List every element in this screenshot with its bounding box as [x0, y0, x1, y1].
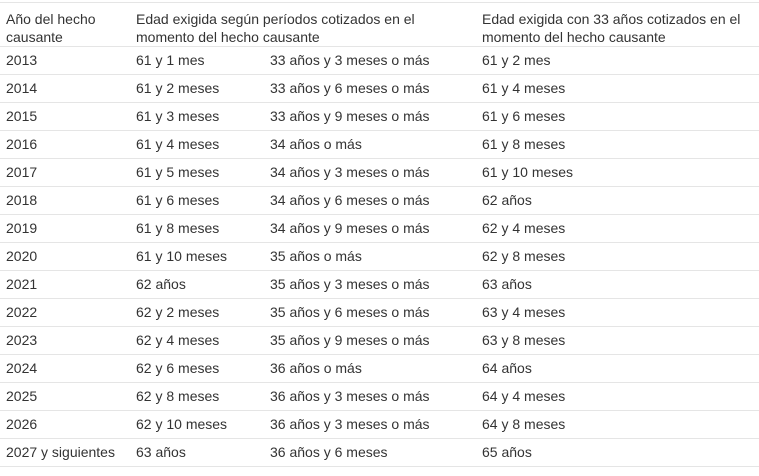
- cell-year: 2021: [0, 270, 130, 299]
- cell-age-33-years: 64 y 8 meses: [476, 410, 759, 439]
- cell-age-33-years: 61 y 6 meses: [476, 102, 759, 131]
- cell-age-33-years: 61 y 4 meses: [476, 74, 759, 103]
- cell-required-age: 63 años: [130, 438, 264, 467]
- cell-contribution-period: 34 años y 9 meses o más: [264, 214, 476, 243]
- cell-age-33-years: 63 años: [476, 270, 759, 299]
- cell-contribution-period: 36 años y 6 meses: [264, 438, 476, 467]
- cell-required-age: 62 y 4 meses: [130, 326, 264, 355]
- cell-age-33-years: 63 y 4 meses: [476, 298, 759, 327]
- cell-contribution-period: 35 años o más: [264, 242, 476, 271]
- cell-required-age: 61 y 3 meses: [130, 102, 264, 131]
- header-row: Año del hecho causante Edad exigida segú…: [0, 2, 759, 47]
- table-row: 2013 61 y 1 mes 33 años y 3 meses o más 61 …: [0, 46, 759, 75]
- cell-age-33-years: 64 y 4 meses: [476, 382, 759, 411]
- table-row: 2021 62 años 35 años y 3 meses o más 63 año…: [0, 270, 759, 299]
- cell-required-age: 61 y 1 mes: [130, 46, 264, 75]
- header-required-age-by-periods: Edad exigida según períodos cotizados en…: [130, 2, 476, 47]
- cell-age-33-years: 61 y 2 mes: [476, 46, 759, 75]
- cell-year: 2022: [0, 298, 130, 327]
- cell-year: 2023: [0, 326, 130, 355]
- table-row: 2014 61 y 2 meses 33 años y 6 meses o más 6…: [0, 74, 759, 103]
- cell-year: 2019: [0, 214, 130, 243]
- cell-required-age: 61 y 5 meses: [130, 158, 264, 187]
- table-row: 2024 62 y 6 meses 36 años o más 64 años: [0, 354, 759, 383]
- cell-contribution-period: 34 años y 6 meses o más: [264, 186, 476, 215]
- cell-age-33-years: 62 y 4 meses: [476, 214, 759, 243]
- cell-contribution-period: 34 años o más: [264, 130, 476, 159]
- cell-year: 2013: [0, 46, 130, 75]
- cell-contribution-period: 35 años y 9 meses o más: [264, 326, 476, 355]
- cell-age-33-years: 64 años: [476, 354, 759, 383]
- cell-age-33-years: 61 y 10 meses: [476, 158, 759, 187]
- table-row: 2016 61 y 4 meses 34 años o más 61 y 8 mese…: [0, 130, 759, 159]
- cell-year: 2027 y siguientes: [0, 438, 130, 467]
- cell-required-age: 62 y 10 meses: [130, 410, 264, 439]
- table-row: 2018 61 y 6 meses 34 años y 6 meses o más 6…: [0, 186, 759, 215]
- cell-year: 2020: [0, 242, 130, 271]
- cell-contribution-period: 36 años y 3 meses o más: [264, 410, 476, 439]
- cell-contribution-period: 33 años y 3 meses o más: [264, 46, 476, 75]
- cell-year: 2018: [0, 186, 130, 215]
- cell-contribution-period: 35 años y 6 meses o más: [264, 298, 476, 327]
- cell-age-33-years: 63 y 8 meses: [476, 326, 759, 355]
- cell-year: 2026: [0, 410, 130, 439]
- cell-required-age: 61 y 8 meses: [130, 214, 264, 243]
- cell-age-33-years: 61 y 8 meses: [476, 130, 759, 159]
- cell-required-age: 62 y 6 meses: [130, 354, 264, 383]
- cell-contribution-period: 36 años o más: [264, 354, 476, 383]
- cell-required-age: 62 años: [130, 270, 264, 299]
- cell-required-age: 61 y 2 meses: [130, 74, 264, 103]
- cell-year: 2015: [0, 102, 130, 131]
- cell-contribution-period: 35 años y 3 meses o más: [264, 270, 476, 299]
- header-required-age-33-years: Edad exigida con 33 años cotizados en el…: [476, 2, 759, 47]
- cell-year: 2016: [0, 130, 130, 159]
- cell-year: 2024: [0, 354, 130, 383]
- cell-required-age: 62 y 2 meses: [130, 298, 264, 327]
- table-row: 2015 61 y 3 meses 33 años y 9 meses o más 6…: [0, 102, 759, 131]
- table-row: 2020 61 y 10 meses 35 años o más 62 y 8 mes…: [0, 242, 759, 271]
- cell-age-33-years: 62 y 8 meses: [476, 242, 759, 271]
- cell-required-age: 61 y 10 meses: [130, 242, 264, 271]
- table-row: 2025 62 y 8 meses 36 años y 3 meses o más 6…: [0, 382, 759, 411]
- cell-required-age: 61 y 6 meses: [130, 186, 264, 215]
- table-row: 2023 62 y 4 meses 35 años y 9 meses o más 6…: [0, 326, 759, 355]
- cell-age-33-years: 62 años: [476, 186, 759, 215]
- table-row: 2026 62 y 10 meses 36 años y 3 meses o más…: [0, 410, 759, 439]
- cell-contribution-period: 36 años y 3 meses o más: [264, 382, 476, 411]
- cell-contribution-period: 33 años y 6 meses o más: [264, 74, 476, 103]
- cell-year: 2017: [0, 158, 130, 187]
- cell-required-age: 61 y 4 meses: [130, 130, 264, 159]
- table-row: 2022 62 y 2 meses 35 años y 6 meses o más 6…: [0, 298, 759, 327]
- cell-required-age: 62 y 8 meses: [130, 382, 264, 411]
- cell-year: 2025: [0, 382, 130, 411]
- cell-year: 2014: [0, 74, 130, 103]
- header-year: Año del hecho causante: [0, 2, 130, 47]
- retirement-age-table: Año del hecho causante Edad exigida segú…: [0, 2, 759, 467]
- table-row: 2017 61 y 5 meses 34 años y 3 meses o más 6…: [0, 158, 759, 187]
- cell-contribution-period: 34 años y 3 meses o más: [264, 158, 476, 187]
- table-row: 2027 y siguientes 63 años 36 años y 6 mese…: [0, 438, 759, 467]
- cell-age-33-years: 65 años: [476, 438, 759, 467]
- table-row: 2019 61 y 8 meses 34 años y 9 meses o más 6…: [0, 214, 759, 243]
- cell-contribution-period: 33 años y 9 meses o más: [264, 102, 476, 131]
